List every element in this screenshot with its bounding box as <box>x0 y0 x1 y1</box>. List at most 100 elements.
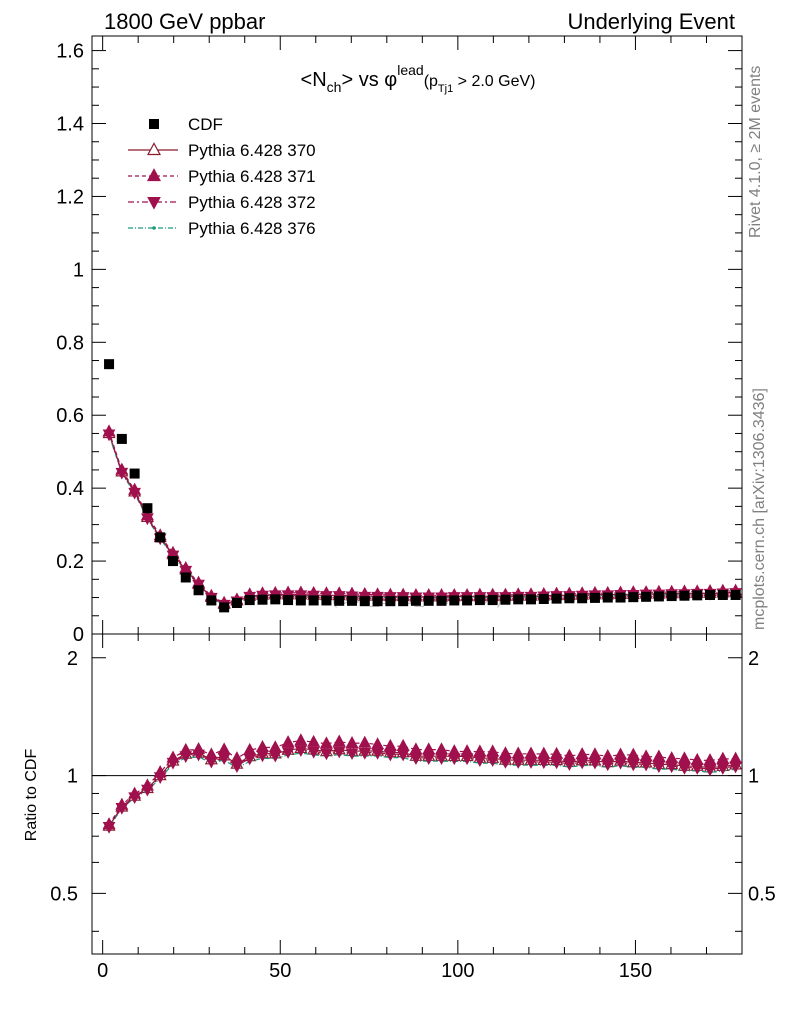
side-label-rivet: Rivet 4.1.0, ≥ 2M events <box>747 66 764 238</box>
ratio-point-1 <box>383 738 397 751</box>
data-point <box>359 596 370 607</box>
header-left: 1800 GeV ppbar <box>104 9 265 34</box>
ratio-point-1 <box>153 765 167 778</box>
data-point <box>244 595 255 606</box>
ratio-point-1 <box>179 742 193 755</box>
data-point <box>551 593 562 604</box>
data-point <box>462 595 473 606</box>
ratio-point-1 <box>345 736 359 749</box>
ratio-point-1 <box>422 742 436 755</box>
ratio-point-1 <box>268 740 282 753</box>
ratio-point-1 <box>243 742 257 755</box>
data-point <box>206 595 217 606</box>
ratio-point-2 <box>345 748 359 760</box>
data-point <box>334 595 345 606</box>
ratio-point-2 <box>294 745 308 757</box>
x-tick-label: 100 <box>441 960 474 982</box>
ratio-point-1 <box>255 739 269 753</box>
ratio-point-1 <box>690 752 704 765</box>
data-point <box>513 594 524 605</box>
ratio-point-1 <box>307 734 321 747</box>
series-line-0 <box>108 433 736 605</box>
ratio-point-1 <box>524 746 538 759</box>
ratio-tick-label-left: 0.5 <box>50 883 78 905</box>
ratio-point-1 <box>102 817 116 830</box>
data-point <box>717 589 728 600</box>
y-tick-label: 1.2 <box>56 186 84 208</box>
data-point <box>231 598 242 609</box>
series-point-1 <box>140 508 154 521</box>
legend-marker-0 <box>146 142 162 156</box>
ratio-point-1 <box>128 786 142 799</box>
data-point <box>104 359 115 370</box>
y-tick-label: 0.8 <box>56 332 84 354</box>
data-point <box>692 590 703 601</box>
data-point <box>257 594 268 605</box>
ratio-point-1 <box>486 744 500 757</box>
ratio-point-1 <box>409 742 423 755</box>
ratio-point-1 <box>729 751 742 764</box>
ratio-tick-label-left: 2 <box>67 648 78 670</box>
data-point <box>410 595 421 606</box>
series-point-1 <box>128 482 142 495</box>
data-point <box>679 590 690 601</box>
x-tick-label: 0 <box>97 960 108 982</box>
main-series-group <box>102 359 742 613</box>
y-tick-label: 0.4 <box>56 478 84 500</box>
ratio-point-1 <box>562 748 576 761</box>
data-point <box>116 433 127 444</box>
axes-group: 0 50 100 150 0 0.2 0.4 0.6 0.8 1 1.2 1.4 1.6 0.5 0.5 1 1… <box>50 36 776 982</box>
data-point <box>295 595 306 606</box>
ratio-point-1 <box>498 746 512 759</box>
ratio-point-1 <box>435 742 449 755</box>
data-point <box>180 572 191 583</box>
ratio-point-1 <box>614 747 628 760</box>
legend-marker-2 <box>147 197 161 210</box>
data-point <box>474 595 485 606</box>
ratio-point-2 <box>281 747 295 759</box>
ratio-point-2 <box>716 763 730 775</box>
data-point <box>666 591 677 602</box>
data-point <box>436 595 447 606</box>
series-point-1 <box>115 462 129 475</box>
data-point <box>142 503 153 514</box>
data-point <box>283 595 294 606</box>
ratio-point-1 <box>639 749 653 762</box>
ratio-point-1 <box>575 747 589 760</box>
data-point <box>398 596 409 607</box>
data-point <box>628 592 639 603</box>
data-point <box>487 595 498 606</box>
data-point <box>526 594 537 605</box>
ratio-point-1 <box>319 736 333 749</box>
data-point <box>577 593 588 604</box>
legend-label-0: Pythia 6.428 370 <box>188 141 316 160</box>
y-tick-label: 1.4 <box>56 114 84 136</box>
ratio-point-2 <box>626 759 640 772</box>
y-tick-label: 1 <box>73 259 84 281</box>
data-point <box>347 595 357 606</box>
side-label-mcplots: mcplots.cern.ch [arXiv:1306.3436] <box>751 388 768 630</box>
data-point <box>219 602 230 613</box>
ratio-point-2 <box>358 748 372 760</box>
y-tick-label: 0.6 <box>56 405 84 427</box>
header-right: Underlying Event <box>567 9 735 34</box>
y-tick-label: 0 <box>73 624 84 646</box>
ratio-point-1 <box>550 746 564 759</box>
data-point <box>167 556 178 567</box>
legend-label-2: Pythia 6.428 372 <box>188 193 316 212</box>
data-point <box>641 591 652 602</box>
ratio-panel-frame <box>91 633 743 955</box>
data-point <box>423 595 434 606</box>
ratio-point-1 <box>511 746 525 759</box>
ratio-axis-label: Ratio to CDF <box>23 749 40 842</box>
data-point <box>602 592 613 603</box>
ratio-tick-label-right: 0.5 <box>748 883 776 905</box>
ratio-point-1 <box>537 746 551 759</box>
data-point <box>193 585 204 596</box>
series-line-3 <box>108 434 736 606</box>
data-point <box>538 593 549 604</box>
data-point <box>372 596 383 607</box>
ratio-point-1 <box>166 750 180 763</box>
data-point <box>564 593 575 604</box>
ratio-point-1 <box>601 748 615 762</box>
